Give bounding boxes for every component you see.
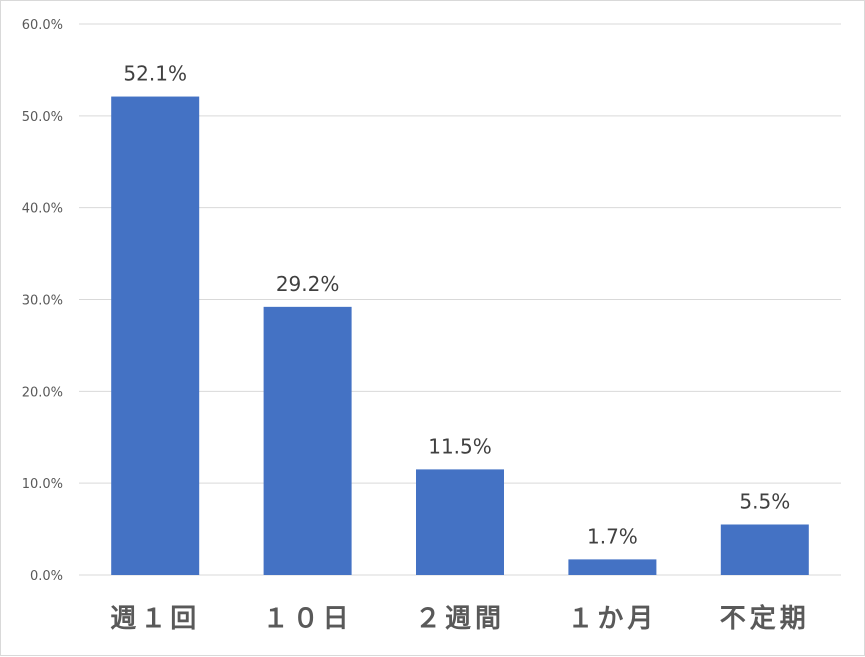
y-tick-label: 10.0% <box>22 477 63 492</box>
bar-5 <box>720 524 809 575</box>
y-axis-ticks: 0.0% 10.0% 20.0% 30.0% 40.0% 50.0% 60.0% <box>22 18 63 584</box>
data-label-3: 11.5% <box>428 434 492 458</box>
y-tick-label: 30.0% <box>22 294 63 309</box>
x-tick-label-3: ２週間 <box>415 604 505 634</box>
data-label-4: 1.7% <box>587 524 638 548</box>
data-labels: 52.1% 29.2% 11.5% 1.7% 5.5% <box>123 62 790 549</box>
y-tick-label: 60.0% <box>22 18 63 33</box>
x-tick-label-2: １０日 <box>263 604 353 634</box>
bar-1 <box>111 96 200 575</box>
y-tick-label: 50.0% <box>22 110 63 125</box>
bar-2 <box>263 306 352 575</box>
y-tick-label: 40.0% <box>22 202 63 217</box>
data-label-2: 29.2% <box>276 272 340 296</box>
bar-4 <box>568 559 657 575</box>
x-tick-label-5: 不定期 <box>720 603 810 634</box>
gridlines <box>79 23 841 576</box>
y-tick-label: 20.0% <box>22 385 63 400</box>
x-tick-label-1: 週１回 <box>110 604 200 634</box>
data-label-1: 52.1% <box>123 62 187 86</box>
bar-3 <box>416 469 504 575</box>
data-label-5: 5.5% <box>739 489 790 513</box>
bars <box>111 96 809 575</box>
y-tick-label: 0.0% <box>30 569 63 584</box>
x-axis-ticks: 週１回 １０日 ２週間 １か月 不定期 <box>110 603 810 634</box>
x-tick-label-4: １か月 <box>567 604 657 634</box>
